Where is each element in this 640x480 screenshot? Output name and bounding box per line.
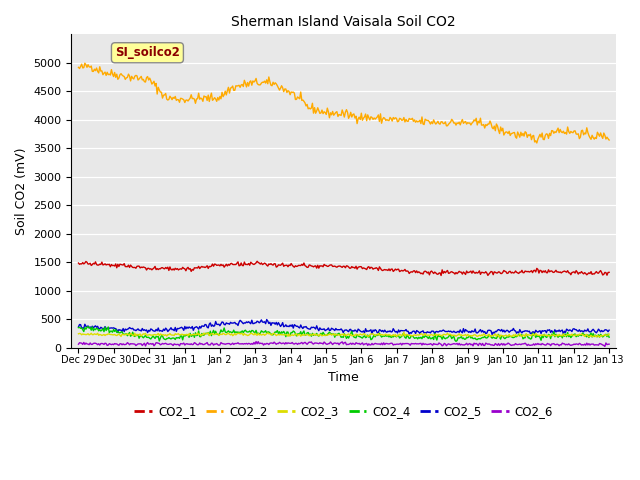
Y-axis label: Soil CO2 (mV): Soil CO2 (mV) — [15, 147, 28, 235]
CO2_2 — [331, 111, 339, 117]
CO2_1 — [331, 263, 339, 269]
CO2_4 — [84, 324, 92, 330]
Title: Sherman Island Vaisala Soil CO2: Sherman Island Vaisala Soil CO2 — [232, 15, 456, 29]
CO2_6 — [601, 344, 609, 349]
CO2_3 — [595, 333, 602, 339]
CO2_6 — [605, 341, 613, 347]
CO2_2 — [533, 140, 541, 146]
CO2_4 — [605, 335, 613, 340]
CO2_2 — [81, 60, 89, 66]
CO2_5 — [392, 329, 399, 335]
CO2_6 — [331, 340, 339, 346]
CO2_4 — [363, 334, 371, 340]
CO2_3 — [605, 331, 613, 337]
CO2_6 — [392, 342, 399, 348]
CO2_5 — [512, 328, 520, 334]
CO2_1 — [437, 273, 445, 278]
CO2_4 — [392, 334, 399, 339]
CO2_4 — [75, 325, 83, 331]
Line: CO2_4: CO2_4 — [79, 327, 609, 341]
CO2_3 — [400, 329, 408, 335]
X-axis label: Time: Time — [328, 371, 359, 384]
CO2_2 — [75, 64, 83, 70]
CO2_6 — [328, 340, 335, 346]
Text: SI_soilco2: SI_soilco2 — [115, 46, 180, 59]
CO2_4 — [452, 338, 460, 344]
CO2_3 — [326, 331, 334, 337]
CO2_1 — [328, 262, 335, 268]
CO2_5 — [605, 327, 613, 333]
CO2_1 — [512, 268, 520, 274]
CO2_4 — [331, 335, 339, 340]
CO2_2 — [605, 137, 613, 143]
CO2_6 — [363, 340, 371, 346]
CO2_4 — [328, 331, 335, 337]
CO2_2 — [595, 132, 602, 137]
CO2_2 — [363, 118, 371, 123]
CO2_1 — [605, 269, 613, 275]
CO2_1 — [363, 267, 371, 273]
CO2_6 — [511, 342, 518, 348]
CO2_5 — [363, 329, 371, 335]
CO2_6 — [75, 341, 83, 347]
Line: CO2_3: CO2_3 — [79, 332, 609, 337]
CO2_2 — [392, 115, 399, 120]
CO2_4 — [512, 334, 520, 339]
CO2_3 — [330, 331, 337, 336]
CO2_1 — [253, 258, 261, 264]
Legend: CO2_1, CO2_2, CO2_3, CO2_4, CO2_5, CO2_6: CO2_1, CO2_2, CO2_3, CO2_4, CO2_5, CO2_6 — [130, 400, 558, 423]
CO2_3 — [390, 333, 398, 339]
CO2_6 — [252, 339, 260, 345]
CO2_5 — [75, 324, 83, 330]
CO2_2 — [328, 112, 335, 118]
Line: CO2_6: CO2_6 — [79, 342, 609, 347]
CO2_2 — [511, 130, 518, 135]
CO2_3 — [496, 334, 504, 340]
CO2_3 — [362, 332, 369, 338]
CO2_6 — [593, 342, 601, 348]
CO2_5 — [328, 325, 335, 331]
CO2_3 — [512, 331, 520, 337]
CO2_3 — [75, 331, 83, 336]
CO2_5 — [331, 328, 339, 334]
CO2_4 — [595, 332, 602, 337]
CO2_1 — [392, 266, 399, 272]
CO2_5 — [263, 317, 271, 323]
CO2_1 — [595, 270, 602, 276]
Line: CO2_5: CO2_5 — [79, 320, 609, 335]
CO2_5 — [595, 326, 602, 332]
CO2_5 — [488, 332, 496, 337]
CO2_1 — [75, 260, 83, 266]
Line: CO2_2: CO2_2 — [79, 63, 609, 143]
Line: CO2_1: CO2_1 — [79, 261, 609, 276]
